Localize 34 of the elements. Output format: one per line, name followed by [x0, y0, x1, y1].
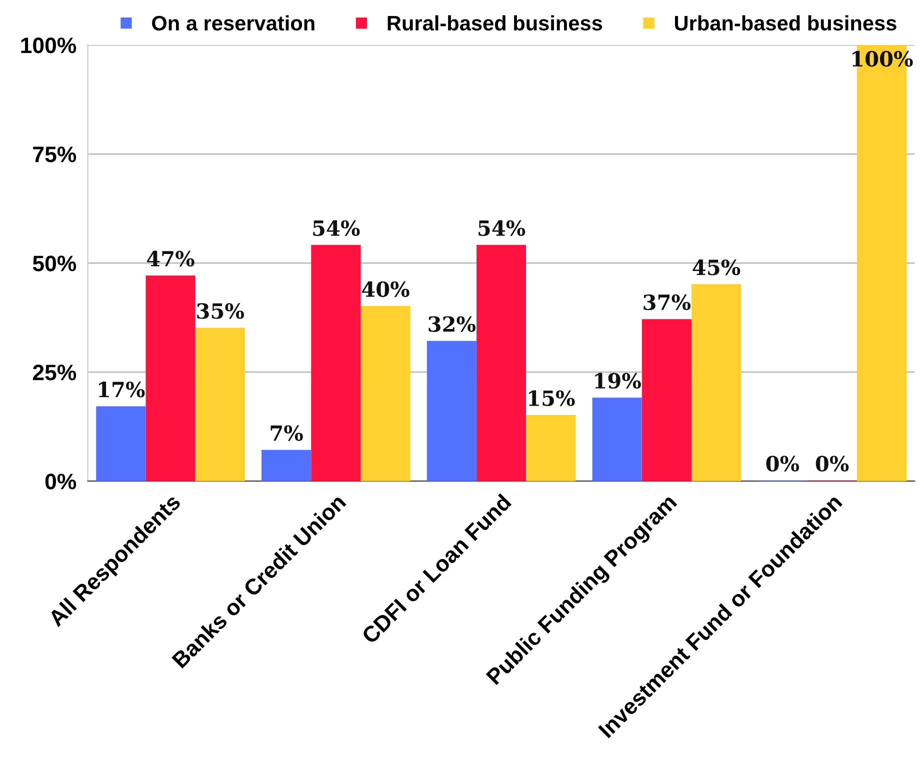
- bar: [642, 319, 692, 482]
- data-label: 0%: [766, 456, 800, 472]
- data-label: 54%: [313, 220, 360, 236]
- data-label: 19%: [595, 372, 641, 389]
- legend-label: Rural-based business: [388, 15, 602, 31]
- data-label: 45%: [692, 260, 740, 276]
- data-label: 15%: [529, 390, 575, 406]
- bar: [195, 328, 245, 482]
- legend-label: On a reservation: [152, 15, 314, 31]
- bar: [476, 244, 526, 482]
- legend-label: Urban-based business: [675, 15, 896, 31]
- bar: [426, 340, 476, 482]
- data-label: 37%: [644, 294, 691, 310]
- data-label: 17%: [99, 382, 145, 398]
- y-tick-label: 75%: [33, 146, 76, 162]
- data-label: 32%: [428, 316, 476, 332]
- data-label: 54%: [478, 220, 526, 236]
- y-tick-label: 0%: [45, 474, 76, 490]
- bar: [311, 244, 361, 482]
- y-tick-label: 100%: [21, 38, 76, 54]
- bar: [526, 415, 576, 482]
- data-label: 40%: [362, 281, 410, 298]
- data-label: 35%: [197, 303, 244, 319]
- data-label: 7%: [270, 425, 303, 441]
- bar: [360, 306, 410, 482]
- y-tick-label: 25%: [32, 364, 76, 380]
- bar: [96, 406, 146, 482]
- bar: [692, 284, 742, 482]
- data-label: 47%: [146, 250, 194, 267]
- bar: [261, 450, 312, 482]
- data-label: 0%: [816, 456, 849, 472]
- bar: [592, 398, 642, 482]
- y-tick-label: 50%: [32, 256, 76, 272]
- bar: [146, 275, 196, 482]
